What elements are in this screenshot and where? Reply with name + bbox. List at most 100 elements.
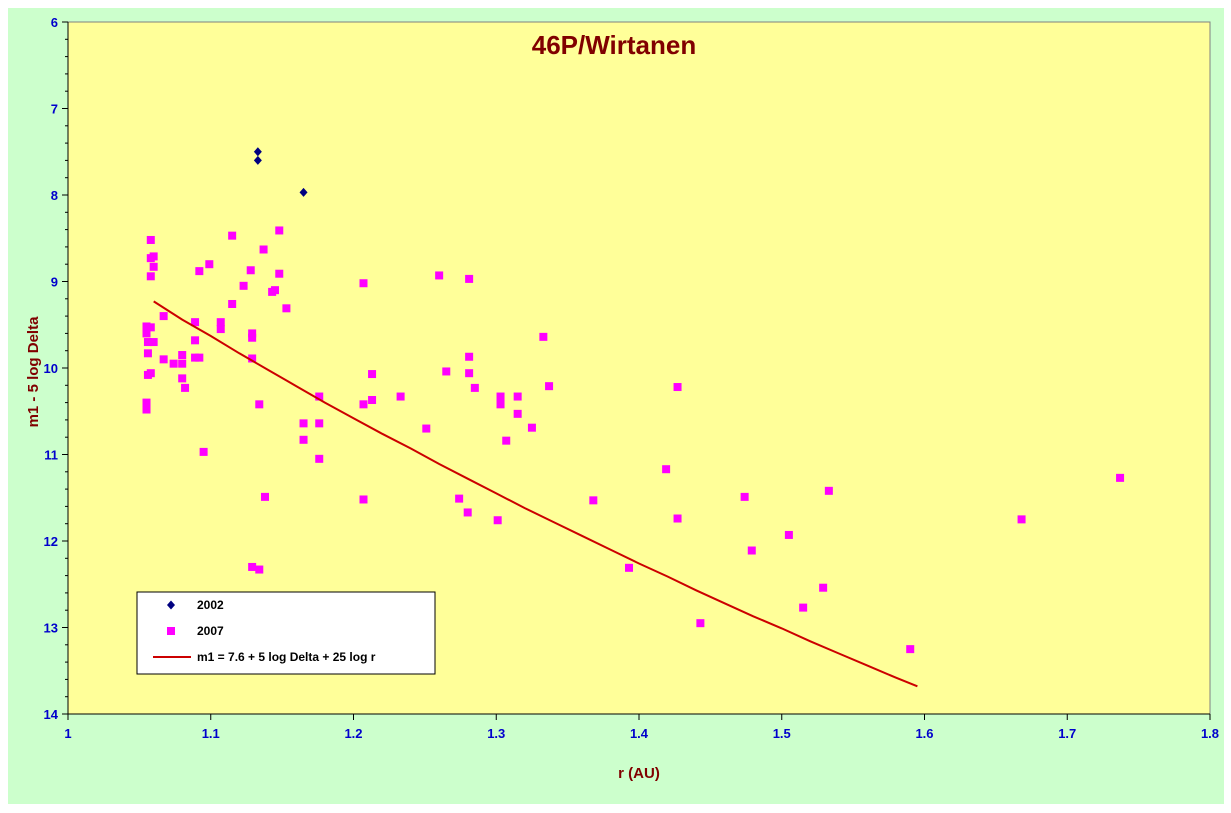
x-tick-label: 1.3 — [487, 726, 505, 741]
data-point-2007 — [191, 336, 200, 345]
data-point-2007 — [178, 374, 187, 383]
y-tick-label: 12 — [44, 534, 58, 549]
data-point-2007 — [465, 274, 474, 283]
data-point-2007 — [368, 370, 377, 379]
data-point-2007 — [819, 583, 828, 592]
data-point-2007 — [299, 435, 308, 444]
data-point-2007 — [248, 329, 257, 338]
data-point-2007 — [149, 262, 158, 271]
x-tick-label: 1 — [64, 726, 71, 741]
data-point-2007 — [315, 454, 324, 463]
data-point-2007 — [465, 352, 474, 361]
data-point-2007 — [195, 267, 204, 276]
data-point-2007 — [255, 400, 264, 409]
data-point-2007 — [359, 400, 368, 409]
data-point-2007 — [496, 400, 505, 409]
fit-line — [153, 300, 918, 688]
data-point-2007 — [239, 281, 248, 290]
data-point-2007 — [315, 392, 324, 401]
data-point-2007 — [178, 351, 187, 360]
y-tick-label: 14 — [44, 707, 59, 722]
data-point-2007 — [315, 419, 324, 428]
y-tick-label: 13 — [44, 621, 58, 636]
x-tick-label: 1.4 — [630, 726, 649, 741]
data-point-2007 — [673, 514, 682, 523]
data-point-2007 — [248, 333, 257, 342]
data-point-2007 — [270, 286, 279, 295]
data-point-2007 — [470, 383, 479, 392]
data-point-2007 — [143, 338, 152, 347]
data-point-2007 — [784, 530, 793, 539]
data-point-2007 — [149, 338, 158, 347]
data-point-2007 — [662, 465, 671, 474]
x-axis-title: r (AU) — [618, 765, 660, 782]
data-point-2007 — [191, 318, 200, 327]
data-point-2007 — [255, 565, 264, 574]
data-point-2007 — [205, 260, 214, 269]
data-point-2007 — [493, 516, 502, 525]
data-point-2007 — [259, 245, 268, 254]
data-point-2007 — [149, 252, 158, 261]
data-point-2007 — [359, 495, 368, 504]
data-point-2007 — [589, 496, 598, 505]
data-point-2007 — [146, 272, 155, 281]
x-tick-label: 1.6 — [915, 726, 933, 741]
data-point-2007 — [216, 325, 225, 334]
legend-box — [136, 591, 436, 675]
data-point-2007 — [142, 329, 151, 338]
data-point-2007 — [496, 392, 505, 401]
data-point-2007 — [513, 409, 522, 418]
x-tick-label: 1.5 — [773, 726, 791, 741]
chart-title: 46P/Wirtanen — [532, 30, 696, 60]
data-point-2007 — [463, 508, 472, 517]
x-tick-label: 1.2 — [344, 726, 362, 741]
y-tick-label: 8 — [51, 188, 58, 203]
data-point-2007 — [275, 269, 284, 278]
legend-label: 2007 — [197, 624, 224, 638]
data-point-2007 — [673, 383, 682, 392]
legend-diamond-symbol — [167, 600, 175, 610]
data-point-2007 — [228, 231, 237, 240]
data-point-2007 — [625, 563, 634, 572]
data-point-2007 — [422, 424, 431, 433]
data-point-2007 — [142, 325, 151, 334]
y-tick-label: 11 — [44, 448, 58, 463]
axes: 6 7 8 9 10 11 12 13 14 1 1.1 1.2 1.3 1.4 1.5 1.6 1.7 1.8 — [44, 15, 1220, 741]
data-point-2007 — [228, 299, 237, 308]
data-point-2007 — [169, 359, 178, 368]
data-point-2007 — [143, 349, 152, 358]
data-point-2007 — [906, 645, 915, 654]
legend-label: m1 = 7.6 + 5 log Delta + 25 log r — [197, 650, 376, 664]
data-point-2007 — [545, 382, 554, 391]
data-point-2007 — [527, 423, 536, 432]
legend: 2002 2007 m1 = 7.6 + 5 log Delta + 25 log … — [136, 591, 436, 675]
data-point-2007 — [513, 392, 522, 401]
data-point-2007 — [799, 603, 808, 612]
data-point-2007 — [248, 562, 257, 571]
data-point-2007 — [455, 494, 464, 503]
data-point-2007 — [246, 266, 255, 275]
legend-label: 2002 — [197, 598, 224, 612]
data-point-2007 — [539, 332, 548, 341]
x-tick-label: 1.1 — [202, 726, 220, 741]
y-tick-label: 6 — [51, 15, 58, 30]
data-point-2007 — [299, 419, 308, 428]
data-point-2007 — [696, 619, 705, 628]
data-point-2007 — [465, 369, 474, 378]
x-tick-label: 1.7 — [1058, 726, 1076, 741]
data-point-2007 — [1017, 515, 1026, 524]
y-axis-title: m1 - 5 log Delta — [25, 316, 42, 428]
data-point-2007 — [747, 546, 756, 555]
data-point-2007 — [159, 312, 168, 321]
data-point-2007 — [396, 392, 405, 401]
data-point-2007 — [502, 436, 511, 445]
data-point-2007 — [359, 279, 368, 288]
data-point-2007 — [1116, 473, 1125, 482]
data-point-2002 — [253, 155, 262, 165]
data-point-2007 — [216, 318, 225, 327]
data-point-2002 — [253, 147, 262, 157]
data-point-2007 — [275, 226, 284, 235]
y-tick-label: 7 — [51, 102, 58, 117]
data-point-2007 — [282, 304, 291, 313]
